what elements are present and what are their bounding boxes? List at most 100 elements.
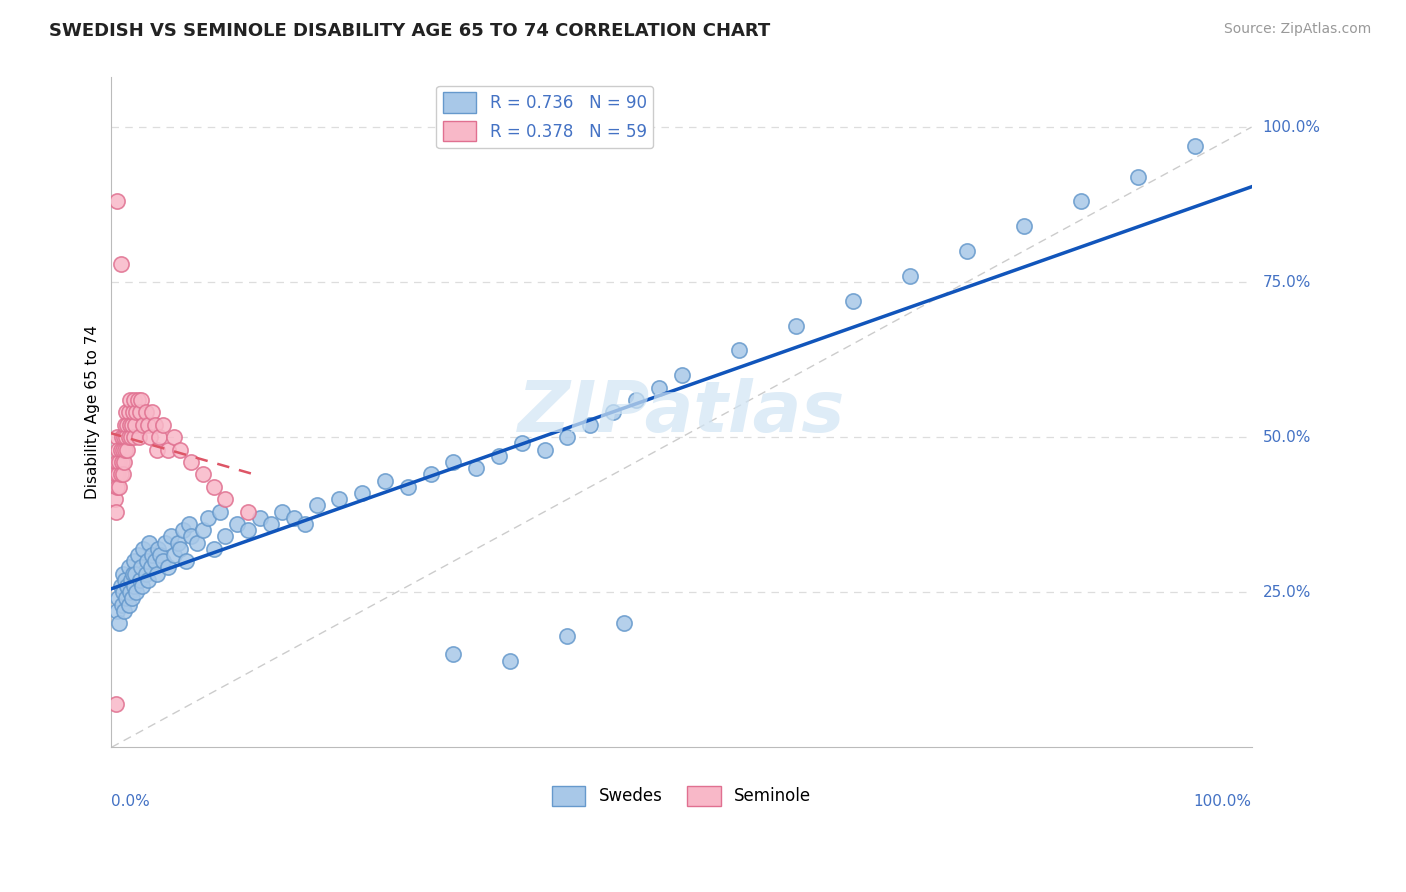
Point: [117, 560, 139, 574]
Point: [132, 417, 155, 432]
Point: [148, 430, 170, 444]
Point: [613, 616, 636, 631]
Point: [557, 629, 579, 643]
Point: [152, 554, 174, 568]
Y-axis label: Disability Age 65 to 74: Disability Age 65 to 74: [86, 326, 100, 500]
Point: [159, 529, 181, 543]
Point: [214, 529, 236, 543]
Point: [122, 430, 145, 444]
Point: [671, 368, 693, 383]
Point: [110, 442, 132, 457]
Point: [108, 480, 131, 494]
Point: [841, 293, 863, 308]
Point: [146, 566, 169, 581]
Point: [117, 442, 139, 457]
Point: [163, 430, 186, 444]
Point: [208, 505, 231, 519]
Point: [197, 511, 219, 525]
Point: [111, 430, 134, 444]
Point: [107, 467, 129, 482]
Point: [136, 573, 159, 587]
Point: [120, 430, 142, 444]
Point: [127, 548, 149, 562]
Point: [110, 256, 132, 270]
Point: [131, 579, 153, 593]
Point: [104, 492, 127, 507]
Point: [114, 573, 136, 587]
Point: [153, 535, 176, 549]
Point: [328, 492, 350, 507]
Point: [111, 455, 134, 469]
Point: [143, 417, 166, 432]
Point: [118, 585, 141, 599]
Point: [579, 417, 602, 432]
Point: [141, 548, 163, 562]
Point: [191, 523, 214, 537]
Text: 75.0%: 75.0%: [1263, 275, 1310, 290]
Point: [143, 554, 166, 568]
Legend: Swedes, Seminole: Swedes, Seminole: [546, 779, 818, 813]
Point: [138, 535, 160, 549]
Point: [122, 579, 145, 593]
Point: [624, 392, 647, 407]
Point: [174, 554, 197, 568]
Point: [105, 604, 128, 618]
Point: [898, 268, 921, 283]
Point: [117, 579, 139, 593]
Point: [785, 318, 807, 333]
Point: [1184, 138, 1206, 153]
Point: [115, 591, 138, 606]
Point: [120, 573, 142, 587]
Point: [107, 442, 129, 457]
Point: [260, 516, 283, 531]
Point: [105, 194, 128, 209]
Point: [499, 653, 522, 667]
Point: [180, 455, 202, 469]
Text: 25.0%: 25.0%: [1263, 585, 1310, 599]
Point: [157, 560, 180, 574]
Text: SWEDISH VS SEMINOLE DISABILITY AGE 65 TO 74 CORRELATION CHART: SWEDISH VS SEMINOLE DISABILITY AGE 65 TO…: [49, 22, 770, 40]
Point: [121, 417, 143, 432]
Point: [352, 486, 374, 500]
Point: [128, 430, 150, 444]
Point: [110, 467, 132, 482]
Point: [104, 697, 127, 711]
Point: [202, 480, 225, 494]
Point: [1126, 169, 1149, 184]
Point: [129, 405, 152, 419]
Point: [169, 442, 191, 457]
Point: [283, 511, 305, 525]
Point: [146, 442, 169, 457]
Point: [166, 535, 188, 549]
Point: [105, 480, 128, 494]
Point: [177, 516, 200, 531]
Point: [104, 467, 127, 482]
Point: [135, 566, 157, 581]
Text: 100.0%: 100.0%: [1194, 794, 1251, 809]
Point: [108, 455, 131, 469]
Point: [238, 523, 260, 537]
Point: [108, 616, 131, 631]
Point: [141, 560, 163, 574]
Point: [127, 392, 149, 407]
Point: [214, 492, 236, 507]
Point: [111, 598, 134, 612]
Point: [294, 516, 316, 531]
Point: [115, 430, 138, 444]
Point: [111, 566, 134, 581]
Point: [125, 405, 148, 419]
Point: [122, 566, 145, 581]
Point: [112, 430, 135, 444]
Point: [136, 417, 159, 432]
Point: [396, 480, 419, 494]
Point: [124, 566, 146, 581]
Point: [117, 430, 139, 444]
Point: [135, 554, 157, 568]
Point: [163, 548, 186, 562]
Point: [488, 449, 510, 463]
Point: [104, 505, 127, 519]
Point: [727, 343, 749, 358]
Point: [202, 541, 225, 556]
Point: [111, 467, 134, 482]
Text: Source: ZipAtlas.com: Source: ZipAtlas.com: [1223, 22, 1371, 37]
